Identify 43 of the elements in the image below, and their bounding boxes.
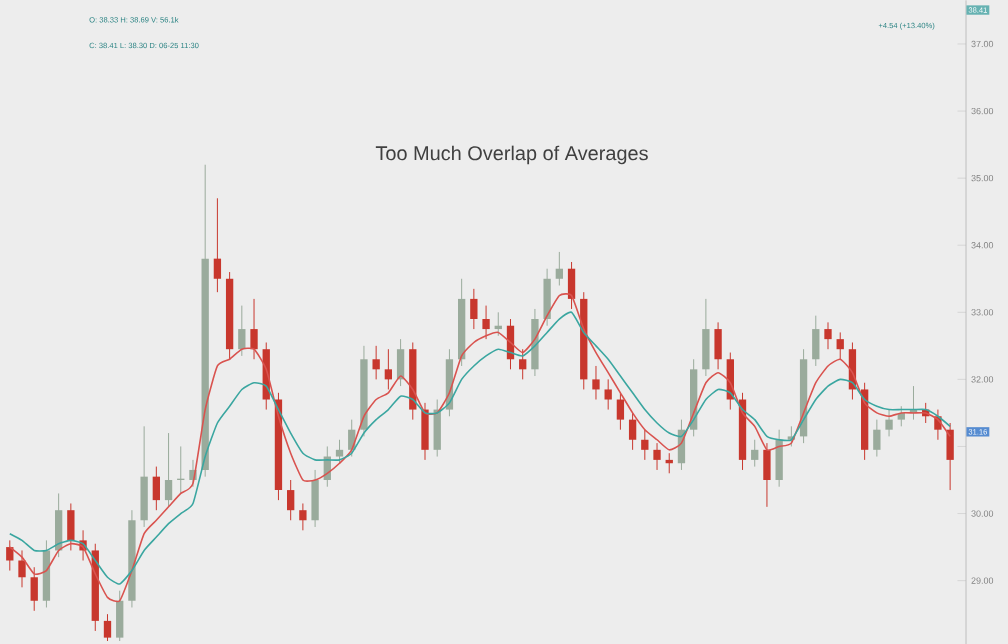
candlestick xyxy=(836,331,844,360)
candlestick xyxy=(116,589,124,642)
candlestick xyxy=(152,465,160,511)
candlestick xyxy=(653,442,661,471)
candlestick xyxy=(946,422,954,491)
candlestick xyxy=(30,566,38,611)
candlestick xyxy=(775,428,783,487)
candlestick xyxy=(567,261,576,310)
candlestick xyxy=(604,378,612,410)
candlestick xyxy=(812,314,820,367)
candlestick xyxy=(287,479,295,521)
candlestick xyxy=(250,298,258,360)
candlestick xyxy=(543,267,551,326)
candlestick xyxy=(702,298,710,377)
candlestick xyxy=(751,438,759,467)
candlestick xyxy=(103,613,112,642)
candlestick xyxy=(482,304,490,340)
candlestick xyxy=(616,391,625,430)
candlestick xyxy=(238,304,246,357)
candlestick xyxy=(641,428,649,461)
candlestick xyxy=(470,287,478,330)
candlestick xyxy=(67,502,75,551)
candlestick xyxy=(372,344,380,380)
candlestick xyxy=(140,425,148,528)
candlestick xyxy=(714,321,722,370)
candlestick xyxy=(311,469,319,528)
candlestick xyxy=(421,401,429,461)
candlestick xyxy=(824,321,832,350)
candlestick xyxy=(519,348,527,380)
candlestick xyxy=(873,418,881,457)
candlestick xyxy=(299,502,307,531)
candlestick xyxy=(592,365,600,400)
candlestick xyxy=(164,432,173,507)
candlestick xyxy=(555,251,563,286)
candlestick xyxy=(18,549,26,588)
candlestick xyxy=(6,539,14,571)
candlestick xyxy=(628,412,637,450)
candlestick xyxy=(335,438,344,464)
text: Too Much Overlap of Averages xyxy=(375,145,648,164)
candlestick xyxy=(763,442,771,507)
candlestick xyxy=(384,348,393,390)
candlestick xyxy=(213,197,222,293)
candlestick xyxy=(885,408,893,437)
